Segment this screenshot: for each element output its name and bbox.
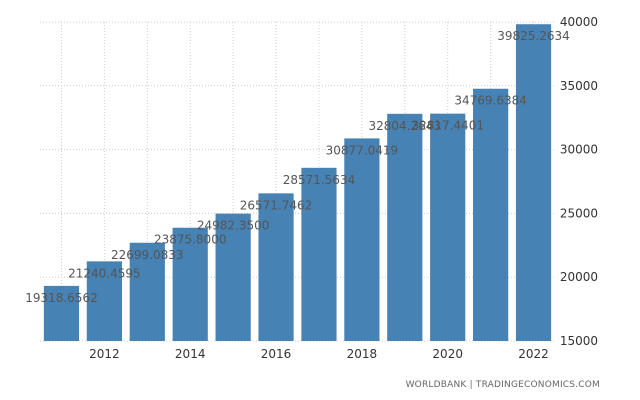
y-axis-ticks: 15000 20000 25000 30000 35000 40000 [560, 15, 598, 348]
data-label-2021: 34769.6384 [454, 94, 527, 108]
bar-2015 [215, 213, 251, 341]
y-tick-label: 40000 [560, 15, 598, 29]
bar-2021 [473, 88, 509, 341]
bar-2013 [129, 242, 165, 341]
x-tick-label: 2012 [89, 347, 120, 361]
bar-2016 [258, 193, 294, 341]
data-label-2011: 19318.6562 [25, 291, 98, 305]
x-tick-label: 2022 [518, 347, 549, 361]
data-label-2013: 22699.0833 [111, 248, 184, 262]
data-label-2020: 32817.4401 [411, 119, 484, 133]
bar-2017 [301, 167, 337, 341]
data-label-2019: 32804.2643 [369, 119, 442, 133]
bar-2018 [344, 138, 380, 341]
x-axis-ticks: 2012 2014 2016 2018 2020 2022 [89, 347, 549, 361]
source-credit: WORLDBANK | TRADINGECONOMICS.COM [405, 380, 600, 390]
data-labels: 19318.6562 21240.4595 22699.083323875.8000… [25, 29, 570, 305]
data-label-2022: 39825.2634 [497, 29, 570, 43]
bar-2022 [515, 24, 552, 341]
data-label-2017: 28571.5634 [283, 173, 356, 187]
bar-2019 [387, 113, 423, 341]
x-tick-label: 2020 [432, 347, 463, 361]
bar-2012 [86, 261, 122, 341]
data-label-2012: 21240.4595 [68, 266, 141, 280]
x-tick-label: 2014 [175, 347, 206, 361]
data-label-2018: 30877.0419 [326, 143, 399, 157]
data-label-2016: 26571.7462 [240, 198, 313, 212]
data-label-2014: 23875.8000 [154, 233, 227, 247]
y-tick-label: 25000 [560, 206, 598, 220]
bars [43, 24, 552, 341]
bar-2020 [430, 113, 466, 341]
bar-2014 [172, 227, 208, 341]
y-tick-label: 30000 [560, 143, 598, 157]
bar-2011 [43, 285, 80, 341]
y-tick-label: 35000 [560, 79, 598, 93]
data-label-2015: 24982.3500 [197, 219, 270, 233]
y-tick-label: 20000 [560, 270, 598, 284]
x-tick-label: 2016 [261, 347, 292, 361]
x-tick-label: 2018 [347, 347, 378, 361]
y-tick-label: 15000 [560, 334, 598, 348]
